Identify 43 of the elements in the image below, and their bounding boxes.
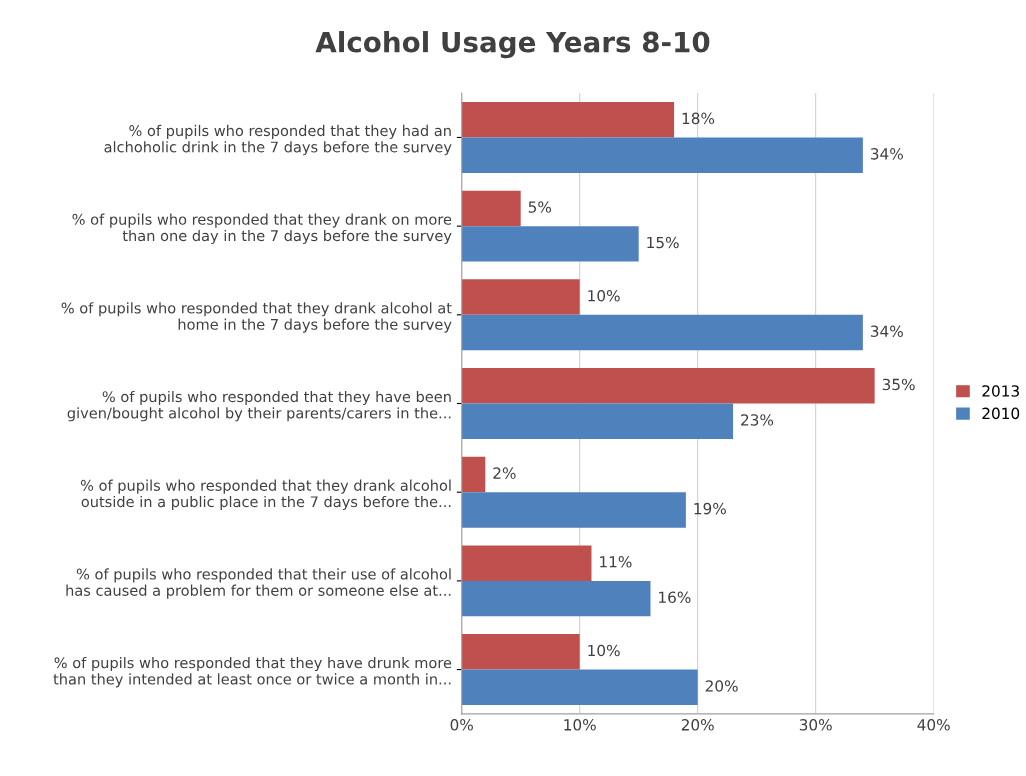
bar: [461, 368, 875, 404]
y-tick-label: % of pupils who responded that they have drunk more than they intended at least once or twice a month in...: [53, 656, 452, 688]
bar: [461, 669, 698, 706]
data-label: 35%: [882, 378, 915, 391]
y-tick-label: % of pupils who responded that they drank alcohol outside in a public place in the 7 days before the...: [80, 479, 451, 511]
bar: [461, 456, 486, 493]
y-tick-label: % of pupils who responded that they have been given/bought alcohol by their parents/carers in the...: [67, 390, 451, 422]
bar: [461, 580, 651, 617]
data-label: 5%: [528, 201, 552, 213]
legend-label: 2010: [982, 407, 1020, 420]
x-tick-label: 40%: [917, 719, 950, 731]
data-label: 10%: [588, 644, 620, 657]
bar: [461, 314, 863, 351]
x-tick-label: 30%: [799, 719, 832, 731]
bar: [461, 545, 592, 581]
data-label: 34%: [870, 325, 903, 337]
data-label: 15%: [647, 236, 679, 249]
bar: [461, 226, 639, 262]
y-tick-label: % of pupils who responded that their use of alcohol has caused a problem for them or someone else at...: [66, 568, 451, 599]
bar: [461, 101, 675, 138]
data-label: 2%: [493, 467, 516, 479]
x-tick-label: 0%: [450, 719, 473, 731]
chart-title: Alcohol Usage Years 8-10: [315, 31, 710, 59]
x-tick-label: 10%: [564, 719, 596, 731]
bar: [461, 190, 521, 227]
data-label: 10%: [588, 289, 620, 302]
bar: [461, 634, 580, 670]
bar: [461, 137, 863, 173]
data-label: 23%: [741, 414, 774, 426]
y-tick-label: % of pupils who responded that they had an alchoholic drink in the 7 days before the survey: [104, 124, 452, 156]
data-label: 19%: [694, 502, 726, 515]
data-label: 16%: [659, 591, 691, 604]
data-label: 34%: [870, 148, 903, 160]
bar: [461, 279, 580, 315]
data-label: 11%: [600, 556, 632, 568]
x-tick-label: 20%: [681, 719, 714, 731]
legend-label: 2013: [982, 385, 1019, 397]
data-label: 18%: [682, 112, 715, 125]
data-label: 20%: [705, 680, 738, 692]
bar: [461, 492, 686, 528]
y-tick-label: % of pupils who responded that they drank alcohol at home in the 7 days before the survey: [61, 302, 452, 333]
y-tick-label: % of pupils who responded that they drank on more than one day in the 7 days before the survey: [72, 213, 452, 244]
bar: [461, 403, 734, 439]
